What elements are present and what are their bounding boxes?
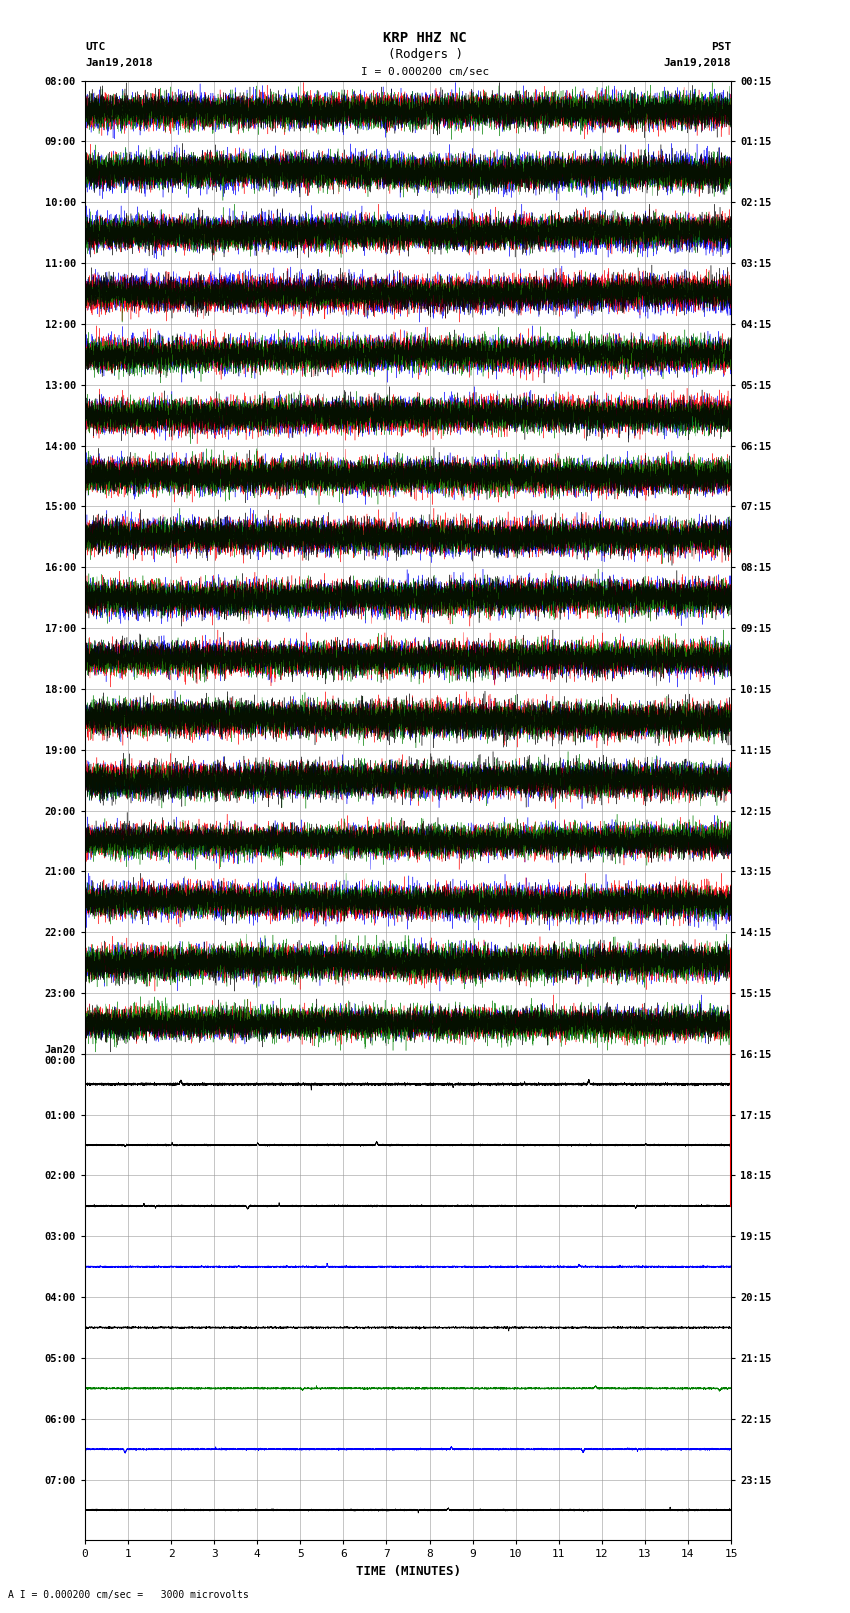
X-axis label: TIME (MINUTES): TIME (MINUTES) <box>355 1565 461 1578</box>
Text: A I = 0.000200 cm/sec =   3000 microvolts: A I = 0.000200 cm/sec = 3000 microvolts <box>8 1590 249 1600</box>
Text: I = 0.000200 cm/sec: I = 0.000200 cm/sec <box>361 68 489 77</box>
Text: KRP HHZ NC: KRP HHZ NC <box>383 31 467 45</box>
Text: Jan19,2018: Jan19,2018 <box>85 58 152 68</box>
Text: UTC: UTC <box>85 42 105 52</box>
Text: (Rodgers ): (Rodgers ) <box>388 48 462 61</box>
Text: Jan19,2018: Jan19,2018 <box>664 58 731 68</box>
Text: PST: PST <box>711 42 731 52</box>
